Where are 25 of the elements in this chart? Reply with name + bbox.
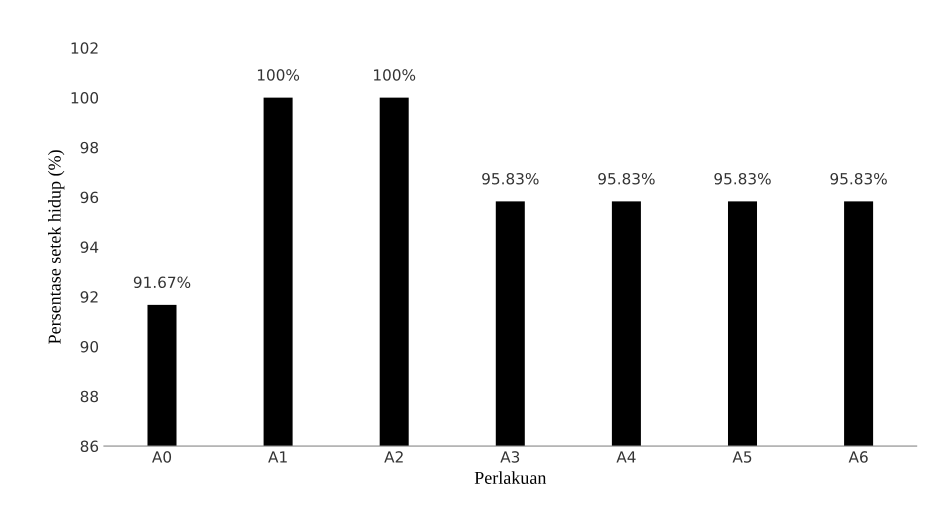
y-tick-label: 96 [80, 192, 98, 204]
x-tick-label: A2 [384, 451, 403, 463]
x-tick-label: A3 [500, 451, 520, 463]
x-tick-label: A0 [152, 451, 172, 463]
x-tick-label: A1 [268, 451, 287, 463]
data-label: 95.83% [598, 172, 655, 185]
y-tick-label: 86 [80, 440, 98, 452]
y-tick-label: 102 [72, 42, 98, 54]
y-tick-label: 100 [72, 92, 98, 104]
y-tick-label: 88 [80, 390, 98, 402]
data-label: 100% [258, 69, 300, 81]
data-label: 100% [374, 69, 416, 81]
y-tick-label: 94 [80, 241, 98, 253]
x-axis-title: Perlakuan [474, 471, 546, 484]
data-label: 91.67% [134, 276, 190, 288]
data-label: 95.83% [482, 172, 539, 185]
y-tick-label: 98 [80, 142, 98, 154]
x-tick-label: A4 [616, 451, 636, 463]
x-tick-label: A5 [732, 451, 752, 463]
x-tick-label: A6 [848, 451, 868, 463]
y-tick-label: 92 [80, 291, 98, 303]
y-axis-title: Persentase setek hidup (%) [48, 150, 64, 344]
y-tick-label: 90 [80, 340, 98, 352]
data-label: 95.83% [830, 172, 887, 185]
data-label: 95.83% [714, 172, 771, 185]
